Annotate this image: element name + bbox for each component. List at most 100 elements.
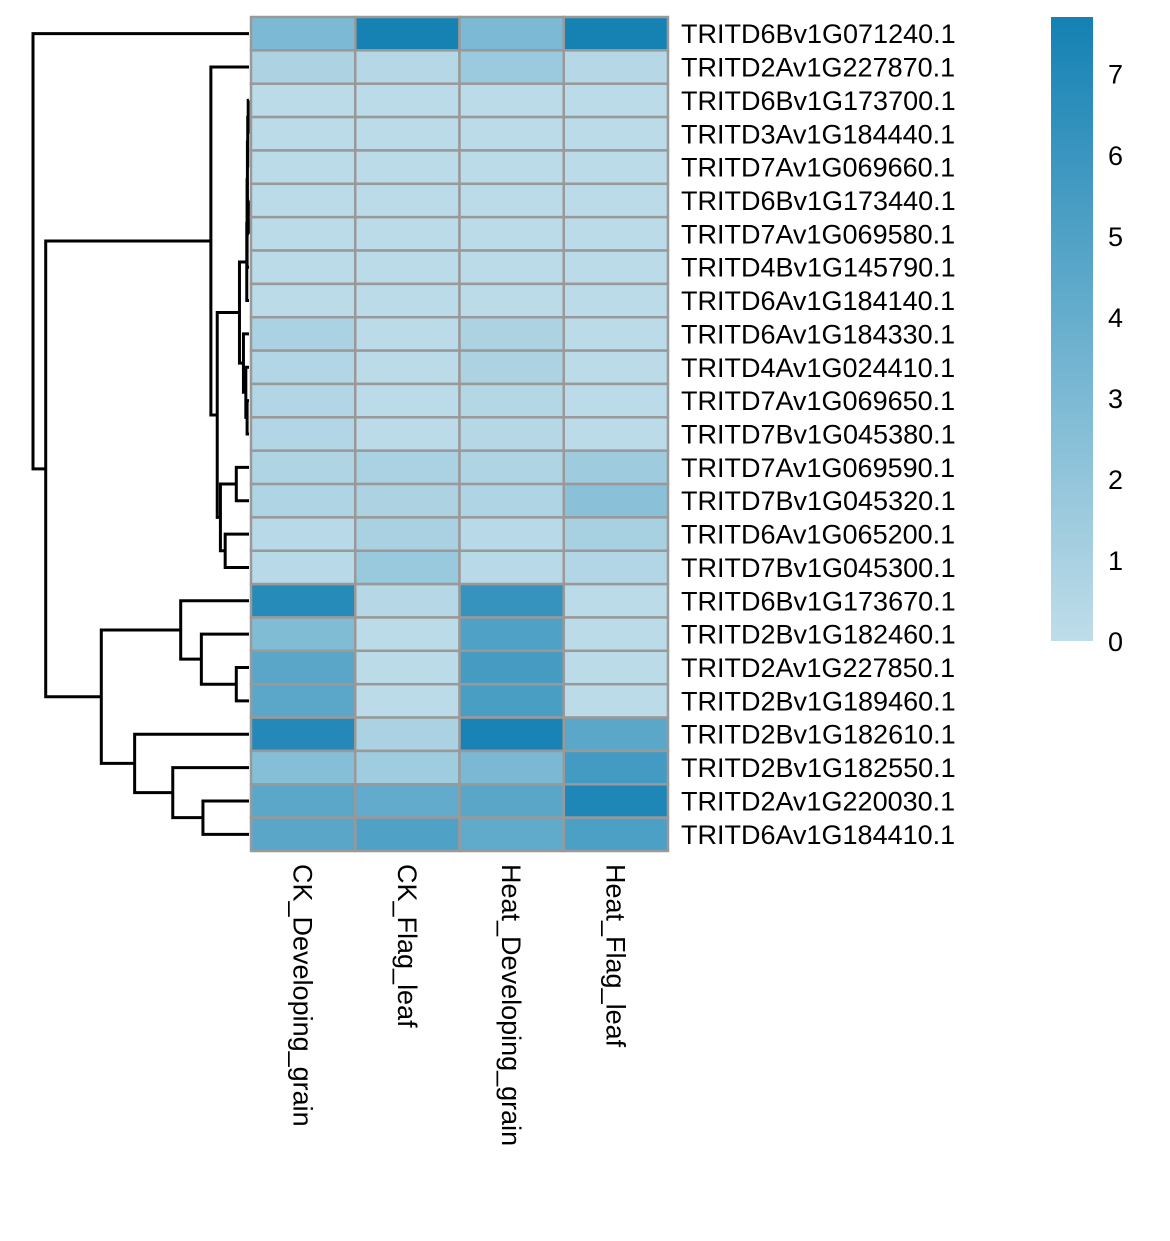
heatmap-cell [354,49,461,85]
row-labels: TRITD6Bv1G071240.1 TRITD2Av1G227870.1 TRIT… [681,19,956,850]
row-label: TRITD6Av1G184410.1 [681,820,955,850]
heatmap-cell [562,416,670,452]
dendrogram-branch [234,465,249,503]
dendrogram-branch [44,239,211,699]
column-label: Heat_Developing_grain [496,864,526,1146]
heatmap-cell [458,783,565,819]
heatmap-cells [249,15,670,853]
heatmap-cell [562,749,670,786]
heatmap-cell [354,282,461,319]
heatmap-cell [562,682,670,719]
column-labels: CK_Developing_grain CK_Flag_leaf Heat_Deve… [288,864,631,1146]
heatmap-cell [354,582,461,619]
heatmap-cell [562,649,670,686]
heatmap-cell [249,382,357,419]
legend-tick-label: 4 [1108,303,1123,333]
heatmap-cell [354,716,461,753]
heatmap-cell [249,249,357,286]
heatmap-cell [249,549,357,586]
legend-tick-label: 5 [1108,222,1123,252]
row-label: TRITD7Av1G069660.1 [681,153,955,183]
heatmap-cell [354,315,461,352]
heatmap-cell [458,349,565,386]
row-label: TRITD6Bv1G071240.1 [681,19,956,49]
dendrogram-branch [223,532,249,569]
legend-tick-label: 0 [1108,627,1123,657]
heatmap-cell [458,749,565,786]
heatmap-cell [249,282,357,319]
row-label: TRITD4Bv1G145790.1 [681,253,956,283]
heatmap-cell [249,449,357,486]
row-label: TRITD2Bv1G189460.1 [681,686,956,716]
heatmap-cell [249,783,357,819]
heatmap-cell [458,482,565,519]
dendrogram-branch [245,399,249,436]
heatmap-cell [354,115,461,152]
row-label: TRITD7Bv1G045300.1 [681,553,956,583]
heatmap-cell [249,182,357,219]
heatmap-cell [562,249,670,286]
column-label: Heat_Flag_leaf [600,864,630,1048]
heatmap-cell [562,349,670,386]
heatmap-cell [458,716,565,753]
heatmap-cell [458,315,565,352]
heatmap-cell [249,315,357,352]
heatmap-cell [249,349,357,386]
row-label: TRITD6Bv1G173670.1 [681,586,956,616]
row-label: TRITD3Av1G184440.1 [681,119,955,149]
heatmap-cell [562,15,670,52]
heatmap-cell [249,49,357,85]
heatmap-cell [354,816,461,853]
heatmap-cell [354,549,461,586]
dendrogram-branch [133,732,249,795]
heatmap-cell [354,783,461,819]
heatmap-cell [562,49,670,85]
heatmap-cell [354,382,461,419]
row-label: TRITD7Av1G069590.1 [681,453,955,483]
row-label: TRITD7Av1G069580.1 [681,219,955,249]
heatmap-cell [458,382,565,419]
row-label: TRITD6Av1G184140.1 [681,286,955,316]
color-legend-bar [1051,17,1093,641]
heatmap-cell [562,215,670,252]
row-label: TRITD6Av1G184330.1 [681,319,955,349]
heatmap-cell [249,149,357,186]
heatmap-cell [249,516,357,553]
heatmap-cell [458,649,565,686]
heatmap-cell [562,482,670,519]
heatmap-cell [458,82,565,119]
heatmap-cell [354,482,461,519]
heatmap-cell [249,649,357,686]
heatmap-cell [562,149,670,186]
dendrogram-branch [99,628,181,765]
heatmap-cell [458,582,565,619]
heatmap-cell [562,382,670,419]
heatmap-cell [249,749,357,786]
heatmap-cell [562,616,670,653]
heatmap-cell [354,182,461,219]
heatmap-cell [458,449,565,486]
row-label: TRITD7Av1G069650.1 [681,386,955,416]
heatmap-cell [249,616,357,653]
heatmap-cell [458,816,565,853]
color-legend: 0 1 2 3 4 5 6 7 [1051,17,1123,657]
heatmap-cell [354,82,461,119]
heatmap-cell [562,549,670,586]
dendrogram-branch [31,32,249,471]
legend-tick-label: 2 [1108,465,1123,495]
row-label: TRITD4Av1G024410.1 [681,353,955,383]
heatmap-cell [562,182,670,219]
row-label: TRITD2Av1G227870.1 [681,53,955,83]
dendrogram-branch [179,599,249,661]
heatmap-cell [249,82,357,119]
heatmap-cell [458,15,565,52]
dendrogram-branch [244,365,249,419]
heatmap-cell [458,682,565,719]
heatmap-cell [249,15,357,52]
column-label: CK_Developing_grain [288,864,318,1127]
row-label: TRITD2Av1G227850.1 [681,653,955,683]
heatmap-cell [562,315,670,352]
heatmap-cell [249,215,357,252]
dendrogram-branch [237,260,247,365]
